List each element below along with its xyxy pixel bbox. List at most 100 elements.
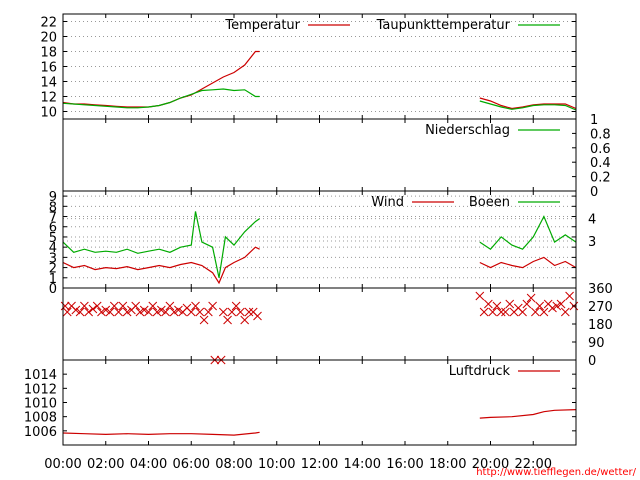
direction-marker xyxy=(165,301,175,311)
x-tick-label: 18:00 xyxy=(429,457,466,472)
y-tick-label: 1010 xyxy=(24,397,57,412)
y-tick-label: 16 xyxy=(40,61,57,76)
x-tick-label: 12:00 xyxy=(301,457,338,472)
direction-marker xyxy=(526,293,536,303)
y-tick-label: 9 xyxy=(49,190,57,205)
direction-marker xyxy=(535,301,545,311)
direction-marker xyxy=(501,307,510,317)
direction-marker xyxy=(208,301,217,311)
x-tick-label: 02:00 xyxy=(87,457,124,472)
series-layer xyxy=(60,50,579,436)
panel-frame-wind_direction xyxy=(62,287,577,361)
y-tick-label: 2 xyxy=(49,262,57,277)
x-tick-label: 16:00 xyxy=(386,457,423,472)
y-tick-label: 0.6 xyxy=(590,142,611,157)
direction-marker xyxy=(556,299,566,309)
direction-marker xyxy=(548,303,557,313)
direction-marker xyxy=(139,305,149,315)
y-tick-label: 4 xyxy=(49,241,57,256)
y-tick-label: 5 xyxy=(49,231,57,246)
y-tick-label: 180 xyxy=(588,318,613,333)
ticks-layer: 1012141618202210.80.60.40.20012345678943… xyxy=(24,14,613,472)
direction-marker xyxy=(231,301,241,311)
y-tick-label: 14 xyxy=(40,76,57,91)
y-tick-label: 0 xyxy=(588,354,596,369)
y-tick-label: 10 xyxy=(40,106,57,121)
y-tick-label: 12 xyxy=(40,91,57,106)
y-tick-label: 1012 xyxy=(24,382,57,397)
x-tick-label: 14:00 xyxy=(344,457,381,472)
direction-marker xyxy=(101,305,111,315)
direction-marker xyxy=(484,299,493,309)
y-tick-label: 0.2 xyxy=(590,171,611,186)
direction-marker xyxy=(118,301,128,311)
legend-label: Taupunkttemperatur xyxy=(376,18,511,33)
direction-marker xyxy=(135,307,145,317)
direction-marker xyxy=(114,307,123,317)
direction-marker xyxy=(505,299,515,309)
y-tick-label: 1014 xyxy=(24,368,57,383)
legend-layer: Taupunkttemperatur Temperatur Niederschlag… xyxy=(224,18,560,379)
y-tick-label: 0 xyxy=(49,282,57,297)
direction-marker xyxy=(105,307,115,317)
direction-marker xyxy=(144,307,153,317)
y-tick-label: 3 xyxy=(49,251,57,266)
direction-marker xyxy=(174,305,183,315)
x-tick-label: 10:00 xyxy=(258,457,295,472)
y-tick-label: 22 xyxy=(40,16,57,31)
y-tick-label: 18 xyxy=(40,46,57,61)
direction-marker xyxy=(240,315,250,325)
frames-layer xyxy=(62,13,577,446)
direction-marker xyxy=(203,307,213,317)
direction-marker xyxy=(253,311,262,321)
grid-layer xyxy=(63,21,576,289)
y-tick-label: 90 xyxy=(588,336,605,351)
y-tick-label: 4 xyxy=(588,213,596,228)
direction-marker xyxy=(199,315,209,325)
series-line-temperature-0 xyxy=(479,97,577,110)
series-line-temperature-0 xyxy=(62,50,260,108)
direction-marker xyxy=(244,307,254,317)
direction-marker xyxy=(88,304,98,314)
direction-marker xyxy=(75,307,85,317)
direction-marker xyxy=(475,291,485,301)
series-line-wind-1 xyxy=(62,211,260,278)
direction-marker xyxy=(131,301,141,311)
direction-marker xyxy=(71,305,81,315)
direction-marker xyxy=(522,299,532,309)
direction-marker xyxy=(80,301,89,311)
series-line-temperature-1 xyxy=(62,88,260,109)
direction-marker xyxy=(223,315,232,325)
direction-marker xyxy=(195,307,205,317)
direction-marker xyxy=(186,307,196,317)
direction-marker xyxy=(191,301,200,311)
direction-marker xyxy=(552,301,562,311)
direction-marker xyxy=(161,307,170,317)
y-tick-label: 0.8 xyxy=(590,127,611,142)
direction-marker xyxy=(62,307,72,317)
y-tick-label: 360 xyxy=(588,282,613,297)
series-line-temperature-1 xyxy=(479,100,577,111)
series-line-pressure-0 xyxy=(62,431,260,436)
series-line-wind-0 xyxy=(62,246,260,285)
direction-marker xyxy=(492,301,502,311)
y-tick-label: 0.4 xyxy=(590,156,611,171)
y-tick-label: 1008 xyxy=(24,411,57,426)
direction-marker xyxy=(218,307,228,317)
y-tick-label: 1 xyxy=(590,113,598,128)
direction-marker xyxy=(84,307,94,317)
direction-marker xyxy=(227,307,237,317)
x-tick-label: 04:00 xyxy=(130,457,167,472)
y-tick-label: 0 xyxy=(590,185,598,200)
legend-label: Wind xyxy=(371,195,404,210)
direction-marker xyxy=(539,307,549,317)
credit-url: http://www.tiefflegen.de/wetter/ xyxy=(476,467,636,478)
y-tick-label: 1006 xyxy=(24,425,57,440)
y-tick-label: 1 xyxy=(49,272,57,287)
x-tick-label: 06:00 xyxy=(173,457,210,472)
series-line-wind-1 xyxy=(479,215,577,250)
direction-marker xyxy=(109,301,119,311)
direction-marker xyxy=(148,301,158,311)
direction-marker xyxy=(97,307,106,317)
legend-label: Luftdruck xyxy=(449,364,511,379)
